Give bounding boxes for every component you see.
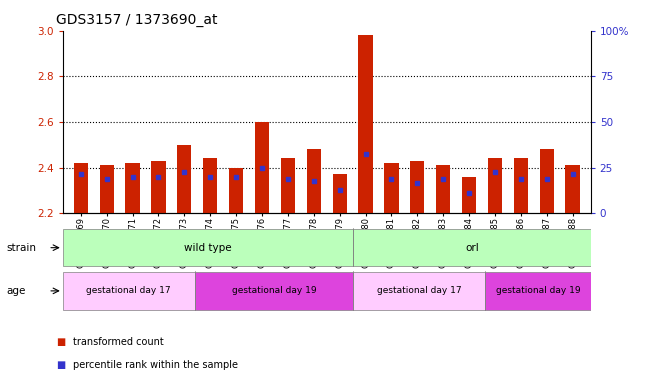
Bar (63, 229, 353, 266)
Bar (63, 271, 195, 310)
Bar (280, 159, 295, 213)
Bar (229, 167, 244, 213)
Text: gestational day 19: gestational day 19 (232, 286, 316, 295)
Text: wild type: wild type (184, 243, 232, 253)
Bar (203, 159, 217, 213)
Bar (540, 149, 554, 213)
Bar (255, 122, 269, 213)
Bar (358, 35, 373, 213)
Text: gestational day 17: gestational day 17 (86, 286, 171, 295)
Text: age: age (7, 286, 26, 296)
Text: ■: ■ (56, 337, 65, 347)
Bar (195, 271, 353, 310)
Bar (307, 149, 321, 213)
Text: strain: strain (7, 243, 36, 253)
Bar (353, 271, 485, 310)
Bar (333, 174, 346, 213)
Text: gestational day 17: gestational day 17 (377, 286, 461, 295)
Text: percentile rank within the sample: percentile rank within the sample (73, 360, 238, 370)
Text: orl: orl (465, 243, 478, 253)
Text: gestational day 19: gestational day 19 (496, 286, 580, 295)
Bar (513, 159, 528, 213)
Text: transformed count: transformed count (73, 337, 164, 347)
Bar (462, 177, 476, 213)
Bar (566, 165, 579, 213)
Bar (151, 161, 166, 213)
Bar (410, 161, 424, 213)
Bar (100, 165, 114, 213)
Bar (436, 165, 450, 213)
Bar (384, 163, 399, 213)
Text: GDS3157 / 1373690_at: GDS3157 / 1373690_at (56, 13, 218, 27)
Bar (178, 145, 191, 213)
Bar (353, 229, 591, 266)
Bar (488, 159, 502, 213)
Bar (125, 163, 140, 213)
Bar (485, 271, 591, 310)
Text: ■: ■ (56, 360, 65, 370)
Bar (74, 163, 88, 213)
